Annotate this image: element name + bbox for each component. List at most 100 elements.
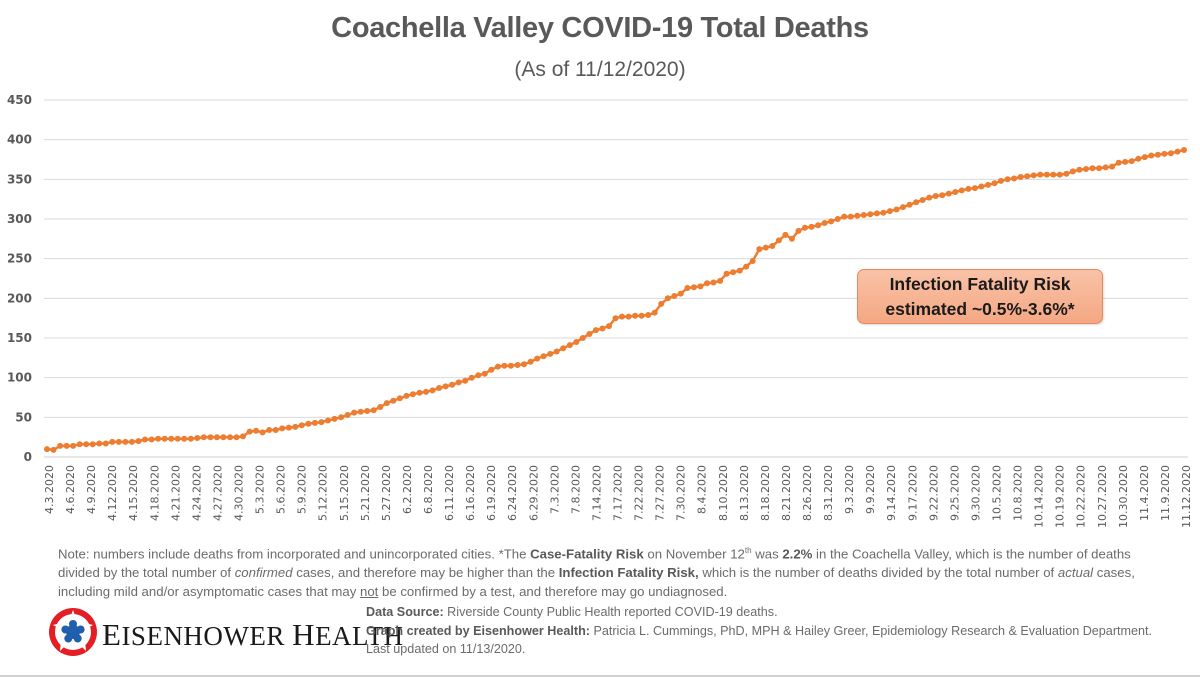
data-point bbox=[488, 366, 495, 373]
data-point bbox=[272, 427, 279, 433]
data-point bbox=[658, 300, 665, 307]
data-point bbox=[1135, 155, 1142, 162]
x-tick-label: 5.21.2020 bbox=[359, 465, 372, 521]
data-point bbox=[1004, 176, 1011, 183]
x-tick-label: 7.14.2020 bbox=[590, 465, 603, 521]
x-tick-label: 10.19.2020 bbox=[1054, 465, 1067, 528]
data-point bbox=[821, 220, 828, 226]
data-point bbox=[756, 246, 763, 253]
x-tick-label: 10.22.2020 bbox=[1075, 465, 1088, 528]
data-point bbox=[455, 379, 462, 386]
data-point bbox=[514, 362, 521, 368]
x-tick-label: 4.15.2020 bbox=[127, 465, 140, 521]
x-tick-label: 6.24.2020 bbox=[506, 465, 519, 521]
data-point bbox=[194, 435, 201, 441]
data-point bbox=[449, 381, 456, 388]
data-point bbox=[481, 370, 488, 377]
data-point bbox=[749, 258, 756, 264]
note-text: was bbox=[751, 546, 783, 562]
data-point bbox=[1076, 166, 1083, 173]
data-point bbox=[736, 267, 743, 274]
data-point bbox=[566, 342, 573, 349]
x-tick-label: 6.16.2020 bbox=[464, 465, 477, 521]
data-point bbox=[128, 438, 135, 445]
note-text: cases, and therefore may be higher than … bbox=[292, 565, 559, 581]
x-tick-label: 10.8.2020 bbox=[1012, 465, 1025, 521]
data-point bbox=[298, 422, 305, 429]
data-point bbox=[723, 270, 730, 277]
x-tick-label: 9.14.2020 bbox=[885, 465, 898, 521]
data-point bbox=[148, 436, 155, 443]
data-point bbox=[1148, 152, 1155, 159]
data-point bbox=[462, 377, 469, 384]
data-point bbox=[1141, 154, 1148, 161]
data-point bbox=[63, 442, 70, 449]
data-point bbox=[83, 441, 90, 448]
note-text: on November 12 bbox=[643, 546, 745, 562]
data-point bbox=[1089, 165, 1096, 172]
ifr-annotation: Infection Fatality Risk estimated ~0.5%-… bbox=[857, 269, 1103, 324]
x-tick-label: 5.27.2020 bbox=[380, 465, 393, 521]
data-point bbox=[638, 312, 645, 319]
data-point bbox=[775, 237, 782, 244]
x-tick-label: 6.29.2020 bbox=[527, 465, 540, 521]
data-point bbox=[305, 420, 312, 427]
data-point bbox=[906, 201, 913, 208]
annotation-line-1: Infection Fatality Risk bbox=[889, 274, 1071, 294]
x-tick-label: 9.22.2020 bbox=[927, 465, 940, 521]
data-source: Data Source: Riverside County Public Hea… bbox=[366, 603, 1156, 659]
data-point bbox=[279, 425, 286, 432]
data-point bbox=[1154, 151, 1161, 158]
note-text: be confirmed by a test, and therefore ma… bbox=[378, 584, 728, 600]
x-tick-label: 10.5.2020 bbox=[991, 465, 1004, 521]
logo-letters: EALTH bbox=[315, 621, 404, 651]
data-point bbox=[227, 434, 233, 441]
data-point bbox=[181, 435, 188, 442]
data-point bbox=[971, 185, 978, 192]
x-tick-label: 8.10.2020 bbox=[717, 465, 730, 521]
x-tick-label: 9.30.2020 bbox=[969, 465, 982, 521]
gridlines bbox=[44, 99, 1188, 458]
note-not: not bbox=[359, 584, 379, 600]
note-text: in the Coachella Valley, which is the nu… bbox=[58, 546, 1131, 581]
data-point bbox=[730, 269, 737, 276]
data-point bbox=[266, 427, 273, 433]
y-axis-ticks: 0 50 100 150 200 250 300 350 400 450 bbox=[7, 93, 32, 464]
data-point bbox=[1161, 150, 1168, 157]
data-point bbox=[57, 442, 64, 449]
data-point bbox=[357, 408, 364, 415]
data-point bbox=[841, 213, 848, 220]
data-point bbox=[423, 388, 429, 395]
data-point bbox=[978, 183, 985, 190]
x-tick-label: 7.8.2020 bbox=[569, 465, 582, 514]
data-point bbox=[1102, 164, 1109, 171]
x-tick-label: 4.3.2020 bbox=[43, 465, 56, 514]
data-point bbox=[671, 293, 678, 299]
data-point bbox=[919, 197, 926, 203]
data-point bbox=[828, 218, 835, 225]
source-text: Riverside County Public Health reported … bbox=[443, 605, 778, 619]
y-tick-label: 200 bbox=[7, 291, 32, 305]
data-point bbox=[507, 362, 514, 369]
data-point bbox=[213, 434, 220, 441]
x-tick-label: 5.6.2020 bbox=[275, 465, 288, 514]
eisenhower-health-logo: EISENHOWER HEALTH bbox=[48, 607, 403, 657]
data-point bbox=[834, 216, 841, 222]
data-point bbox=[187, 435, 194, 442]
data-point bbox=[1109, 163, 1116, 170]
x-tick-label: 4.18.2020 bbox=[148, 465, 161, 521]
x-tick-label: 4.12.2020 bbox=[106, 465, 119, 521]
data-point bbox=[253, 427, 260, 434]
data-point bbox=[684, 285, 691, 291]
data-point bbox=[854, 212, 861, 219]
data-point bbox=[586, 331, 593, 337]
data-point bbox=[370, 407, 377, 414]
data-point bbox=[547, 350, 554, 357]
data-point bbox=[1024, 173, 1031, 180]
data-point bbox=[939, 192, 946, 199]
data-point bbox=[985, 181, 991, 188]
source-label: Data Source: bbox=[366, 605, 444, 619]
data-point bbox=[1056, 171, 1063, 178]
data-point bbox=[762, 244, 769, 251]
data-point bbox=[403, 392, 410, 399]
